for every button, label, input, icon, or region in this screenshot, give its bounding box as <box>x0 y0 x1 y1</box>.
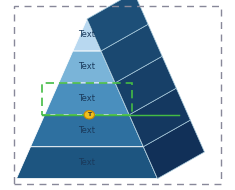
Text: Text: Text <box>78 62 95 71</box>
Polygon shape <box>73 19 101 51</box>
Text: Text: Text <box>78 126 95 135</box>
Text: Text: Text <box>78 94 95 103</box>
Bar <box>14 6 221 184</box>
Bar <box>42 83 132 115</box>
Circle shape <box>84 111 94 119</box>
Polygon shape <box>16 147 157 179</box>
Text: Text: Text <box>78 30 95 40</box>
Polygon shape <box>143 120 204 179</box>
Text: T: T <box>87 112 91 117</box>
Polygon shape <box>101 24 162 83</box>
Polygon shape <box>59 51 115 83</box>
Polygon shape <box>45 83 129 115</box>
Polygon shape <box>87 0 148 51</box>
Polygon shape <box>31 115 143 147</box>
Polygon shape <box>115 56 176 115</box>
Text: Text: Text <box>78 158 95 167</box>
Polygon shape <box>129 88 190 147</box>
